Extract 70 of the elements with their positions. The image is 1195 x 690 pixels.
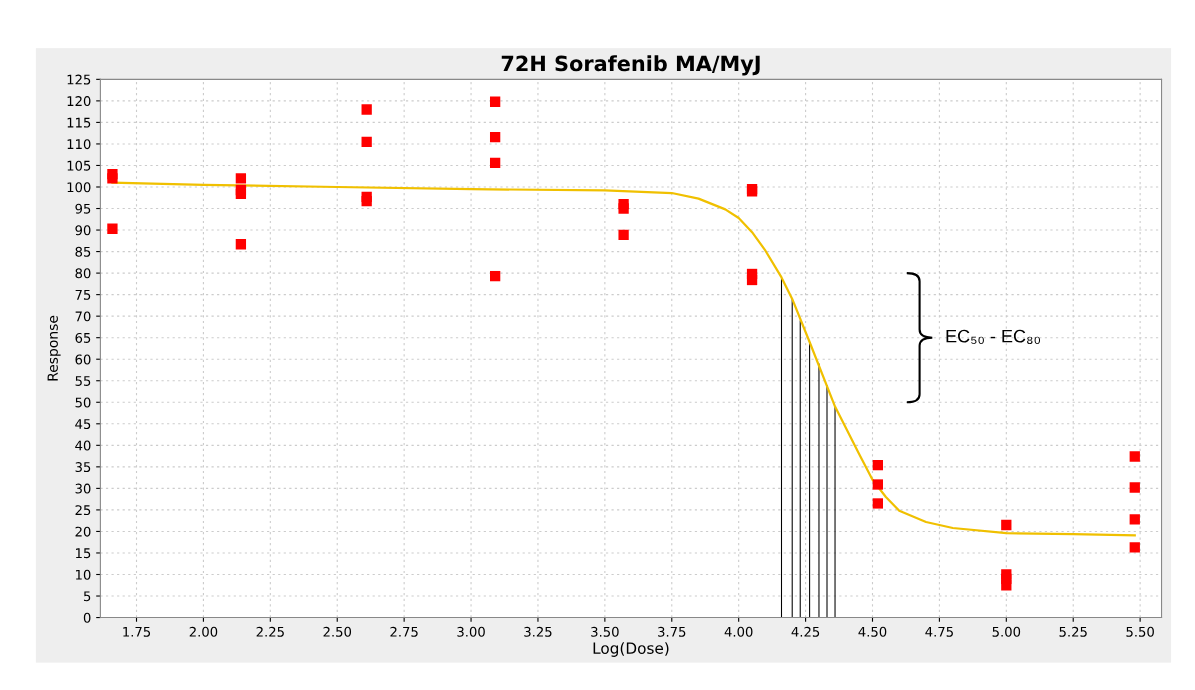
- point: [489, 270, 501, 282]
- y-tick-label: 35: [75, 462, 91, 473]
- point: [1129, 451, 1140, 462]
- x-tick-label: 3.00: [457, 626, 485, 637]
- point: [107, 173, 118, 184]
- x-tick-label: 2.25: [256, 626, 284, 637]
- y-tick-label: 10: [76, 569, 91, 580]
- chart-title: 72H Sorafenib MA/MyJ: [501, 55, 760, 76]
- y-tick-label: 50: [75, 397, 91, 408]
- point: [489, 96, 501, 107]
- y-tick-label: 20: [75, 526, 91, 537]
- point: [872, 479, 883, 490]
- point: [618, 229, 629, 240]
- x-tick-label: 3.75: [658, 626, 686, 637]
- x-tick-label: 1.75: [123, 626, 151, 637]
- point: [1129, 514, 1140, 525]
- y-tick-label: 30: [75, 483, 91, 494]
- x-tick-label: 4.25: [791, 626, 820, 637]
- x-tick-label: 4.50: [858, 626, 887, 637]
- point: [361, 136, 372, 147]
- y-tick-label: 40: [75, 440, 91, 451]
- point: [361, 104, 372, 115]
- point: [872, 498, 883, 509]
- y-tick-label: 85: [75, 246, 91, 257]
- y-tick-label: 90: [75, 225, 91, 236]
- x-tick-label: 3.50: [591, 626, 619, 637]
- y-tick-label: 100: [67, 182, 91, 193]
- x-tick-label: 2.75: [390, 626, 418, 637]
- point: [235, 173, 247, 184]
- x-tick-label: 5.50: [1126, 626, 1154, 637]
- y-tick-label: 5: [83, 591, 91, 602]
- point: [1001, 519, 1012, 531]
- y-tick-label: 125: [67, 74, 91, 85]
- point: [107, 223, 118, 234]
- y-tick-label: 45: [75, 419, 91, 429]
- y-tick-label: 60: [75, 354, 91, 365]
- point: [746, 274, 758, 286]
- point: [235, 239, 247, 250]
- y-tick-label: 75: [75, 290, 91, 300]
- y-tick-label: 95: [75, 203, 91, 214]
- y-tick-label: 25: [75, 505, 91, 516]
- x-tick-label: 5.25: [1059, 626, 1087, 637]
- y-tick-label: 105: [67, 160, 91, 171]
- y-tick-label: 0: [83, 612, 91, 623]
- point: [1001, 580, 1012, 591]
- y-tick-label: 80: [75, 268, 91, 279]
- y-tick-label: 70: [75, 311, 91, 322]
- y-tick-label: 110: [67, 139, 91, 150]
- point: [489, 131, 501, 143]
- x-tick-label: 5.00: [992, 626, 1021, 637]
- y-tick-label: 15: [76, 548, 91, 559]
- y-tick-label: 65: [75, 332, 91, 343]
- point: [618, 203, 629, 214]
- x-tick-label: 2.50: [323, 626, 352, 637]
- y-axis-title: Response: [47, 315, 61, 381]
- x-tick-label: 4.00: [724, 626, 753, 637]
- point: [872, 459, 883, 471]
- point: [1129, 482, 1140, 493]
- point: [489, 157, 501, 169]
- point: [235, 188, 247, 200]
- y-tick-label: 55: [75, 376, 91, 386]
- x-axis-title: Log(Dose): [593, 642, 669, 657]
- y-tick-label: 120: [67, 96, 91, 107]
- x-tick-label: 2.00: [189, 626, 218, 637]
- y-tick-label: 115: [67, 117, 91, 128]
- x-tick-label: 4.75: [925, 626, 953, 637]
- annotation: EC₅₀ - EC₈₀: [946, 329, 1041, 344]
- point: [361, 196, 372, 207]
- point: [1129, 542, 1140, 553]
- x-tick-label: 3.25: [524, 626, 552, 637]
